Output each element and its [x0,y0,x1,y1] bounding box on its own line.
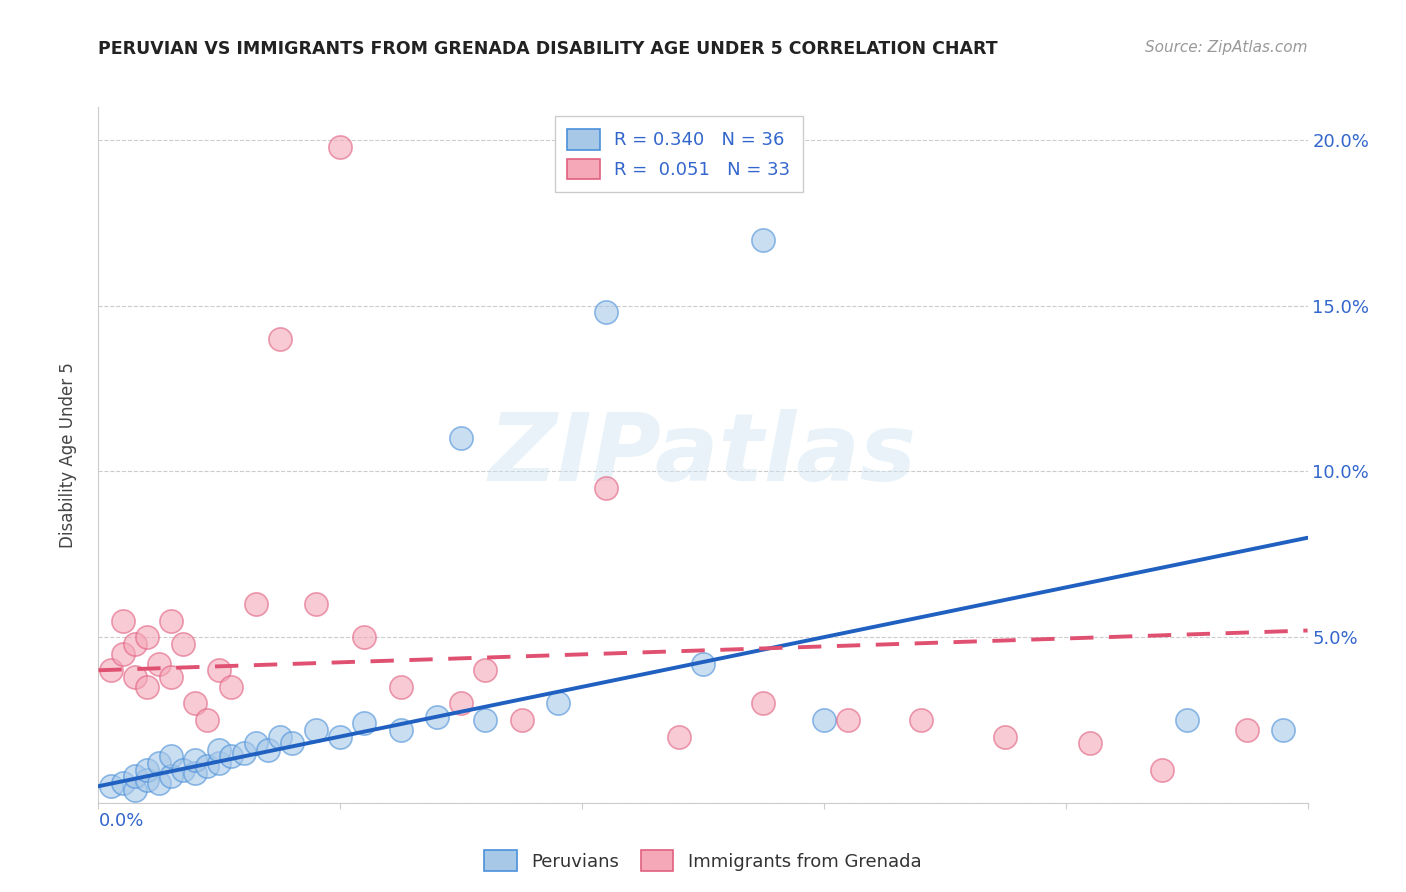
Point [305,597,328,611]
Point [111,776,134,790]
Point [450,697,472,711]
Point [837,713,859,727]
Point [221,749,243,764]
Legend: R = 0.340   N = 36, R =  0.051   N = 33: R = 0.340 N = 36, R = 0.051 N = 33 [554,116,803,192]
Point [813,713,835,727]
Point [100,663,122,677]
Point [1078,736,1101,750]
Point [160,670,183,684]
Text: Source: ZipAtlas.com: Source: ZipAtlas.com [1144,40,1308,55]
Point [135,630,157,644]
Point [221,680,243,694]
Point [450,431,472,445]
Point [148,776,170,790]
Point [160,614,183,628]
Point [256,743,278,757]
Point [1152,763,1174,777]
Point [232,746,254,760]
Point [184,766,207,780]
Point [100,779,122,793]
Legend: Peruvians, Immigrants from Grenada: Peruvians, Immigrants from Grenada [477,843,929,879]
Point [353,716,375,731]
Point [148,756,170,770]
Point [389,680,412,694]
Point [353,630,375,644]
Point [245,597,267,611]
Point [160,769,183,783]
Point [389,723,412,737]
Point [135,772,157,787]
Point [1236,723,1258,737]
Point [111,614,134,628]
Point [668,730,690,744]
Point [135,763,157,777]
Point [305,723,328,737]
Point [195,713,218,727]
Point [245,736,267,750]
Point [426,709,449,723]
Point [510,713,533,727]
Point [474,713,496,727]
Point [1175,713,1198,727]
Point [910,713,932,727]
Point [329,140,352,154]
Point [1272,723,1295,737]
Point [281,736,304,750]
Point [172,637,194,651]
Point [184,753,207,767]
Point [148,657,170,671]
Point [752,233,775,247]
Point [124,769,146,783]
Point [195,759,218,773]
Point [474,663,496,677]
Point [124,782,146,797]
Point [692,657,714,671]
Point [135,680,157,694]
Text: 0.0%: 0.0% [98,812,143,830]
Point [208,743,231,757]
Point [752,697,775,711]
Point [208,756,231,770]
Point [124,670,146,684]
Point [184,697,207,711]
Point [329,730,352,744]
Point [208,663,231,677]
Point [172,763,194,777]
Point [595,305,617,319]
Text: ZIPatlas: ZIPatlas [489,409,917,501]
Point [994,730,1017,744]
Y-axis label: Disability Age Under 5: Disability Age Under 5 [59,362,77,548]
Point [160,749,183,764]
Point [269,332,291,346]
Point [269,730,291,744]
Text: PERUVIAN VS IMMIGRANTS FROM GRENADA DISABILITY AGE UNDER 5 CORRELATION CHART: PERUVIAN VS IMMIGRANTS FROM GRENADA DISA… [98,40,998,58]
Point [124,637,146,651]
Point [111,647,134,661]
Point [595,481,617,495]
Point [547,697,569,711]
